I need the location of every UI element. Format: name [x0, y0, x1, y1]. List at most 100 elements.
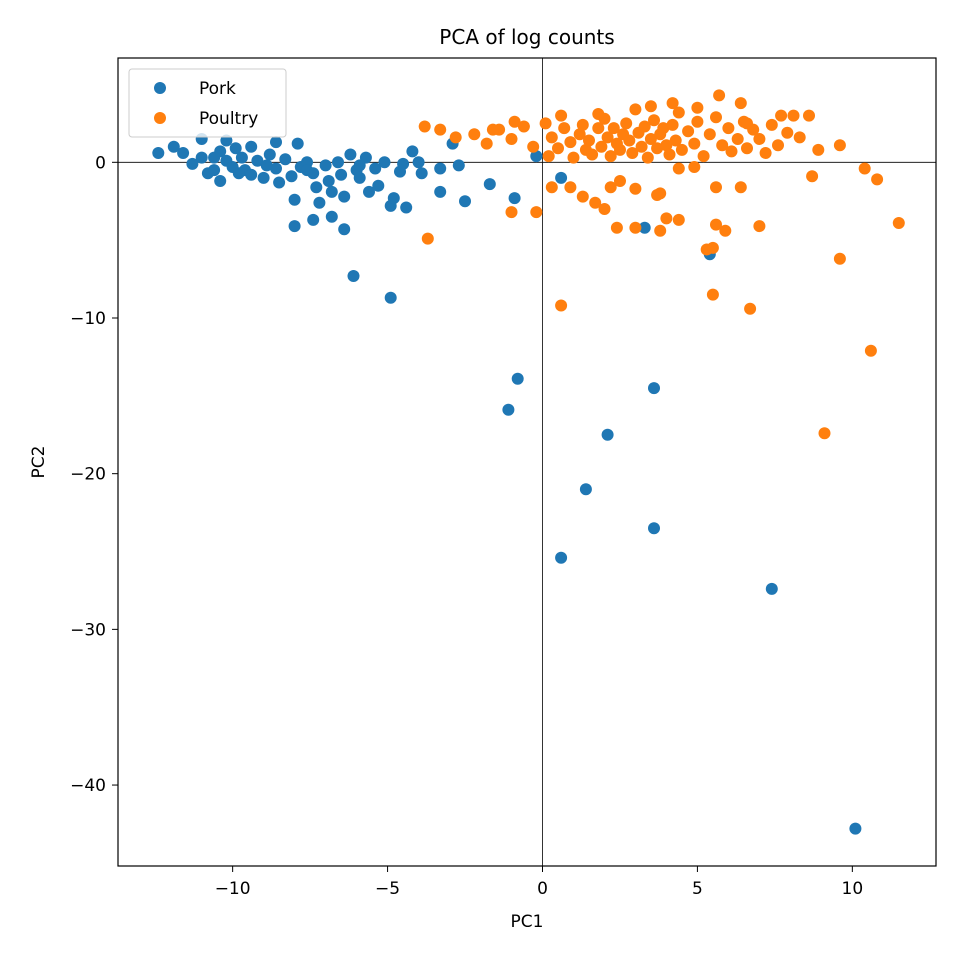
data-point	[660, 139, 673, 152]
data-point	[567, 151, 580, 164]
data-point	[871, 173, 884, 186]
x-tick-label: −5	[375, 879, 400, 899]
data-point	[530, 150, 543, 163]
data-point	[332, 156, 344, 169]
y-axis-label: PC2	[29, 446, 49, 479]
data-point	[682, 125, 695, 138]
data-point	[545, 131, 558, 144]
data-point	[775, 109, 788, 122]
data-point	[564, 136, 577, 149]
data-point	[657, 122, 670, 135]
data-point	[400, 201, 413, 214]
data-point	[527, 140, 540, 153]
data-point	[564, 181, 577, 194]
data-point	[691, 115, 704, 128]
legend: Pork Poultry	[128, 68, 287, 138]
data-points	[152, 89, 905, 835]
data-point	[177, 147, 190, 159]
data-point	[325, 185, 338, 198]
data-point	[508, 115, 521, 128]
data-point	[734, 97, 747, 110]
data-point	[710, 111, 722, 124]
data-point	[706, 241, 719, 254]
series-poultry	[418, 89, 905, 440]
data-point	[310, 181, 323, 194]
data-point	[651, 142, 664, 155]
data-point	[803, 109, 815, 122]
data-point	[666, 118, 679, 131]
data-point	[291, 137, 304, 150]
data-point	[638, 221, 651, 234]
data-point	[601, 428, 614, 441]
data-point	[731, 133, 744, 145]
data-point	[555, 551, 568, 564]
x-axis-label: PC1	[511, 912, 544, 932]
data-point	[626, 147, 639, 159]
data-point	[812, 143, 825, 156]
data-point	[319, 159, 332, 172]
data-point	[620, 117, 633, 130]
data-point	[378, 156, 391, 169]
data-point	[214, 175, 227, 187]
y-tick-label: −10	[70, 309, 106, 329]
data-point	[369, 162, 382, 175]
data-point	[710, 181, 722, 194]
x-tick-label: 10	[842, 879, 864, 899]
data-point	[660, 212, 673, 225]
data-point	[449, 131, 462, 144]
data-point	[716, 139, 729, 152]
data-point	[412, 156, 425, 169]
data-point	[806, 170, 819, 183]
data-point	[208, 164, 221, 177]
data-point	[270, 162, 282, 175]
axes-frame	[117, 57, 937, 867]
data-point	[502, 403, 515, 416]
data-point	[629, 103, 642, 116]
data-point	[638, 120, 651, 133]
data-point	[669, 134, 682, 147]
data-point	[675, 143, 688, 156]
data-point	[772, 139, 784, 152]
data-point	[270, 136, 282, 149]
data-point	[644, 133, 657, 145]
y-tick-label: −20	[70, 465, 106, 485]
data-point	[325, 210, 338, 223]
data-point	[434, 185, 447, 198]
data-point	[781, 126, 794, 139]
data-point	[434, 162, 447, 175]
data-point	[301, 164, 313, 177]
data-point	[849, 822, 862, 835]
x-tick-label: 5	[692, 879, 703, 899]
data-point	[480, 137, 493, 150]
data-point	[186, 157, 199, 170]
data-point	[406, 145, 419, 158]
data-point	[604, 181, 617, 194]
data-point	[505, 133, 518, 145]
data-point	[415, 167, 428, 180]
data-point	[552, 142, 564, 155]
data-point	[648, 522, 660, 535]
legend-marker-pork	[154, 82, 166, 94]
data-point	[195, 151, 208, 164]
y-tick-label: −30	[70, 620, 106, 640]
data-point	[558, 122, 571, 135]
data-point	[384, 291, 397, 304]
data-point	[285, 170, 298, 183]
data-point	[468, 128, 481, 141]
chart-title: PCA of log counts	[439, 25, 614, 49]
data-point	[434, 123, 447, 136]
data-point	[610, 221, 623, 234]
data-point	[648, 382, 660, 395]
legend-marker-poultry	[154, 112, 166, 124]
data-point	[387, 192, 400, 205]
data-point	[864, 344, 877, 357]
data-point	[418, 120, 431, 133]
data-point	[539, 117, 552, 130]
data-point	[288, 220, 301, 233]
data-point	[725, 145, 738, 158]
data-point	[517, 120, 530, 133]
data-point	[555, 109, 568, 122]
data-point	[691, 101, 704, 114]
y-tick-label: 0	[95, 153, 106, 173]
